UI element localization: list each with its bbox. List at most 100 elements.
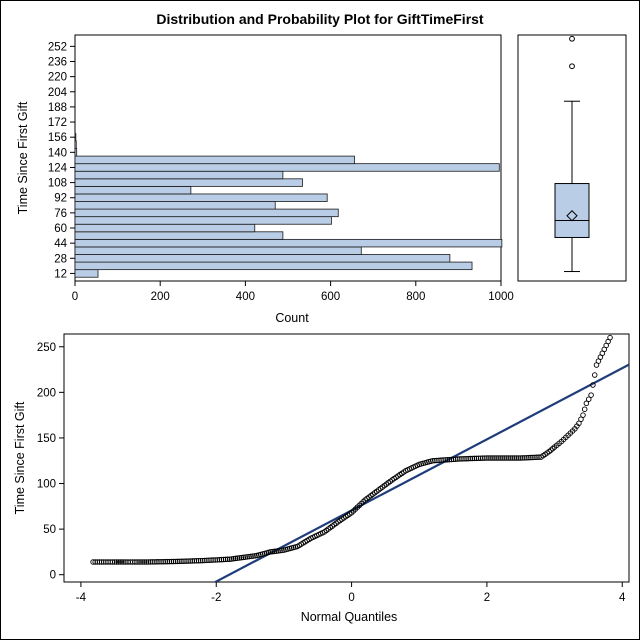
qq-point [510,455,516,461]
figure-title: Distribution and Probability Plot for Gi… [156,11,484,27]
qq-point [607,334,613,341]
qq-point [514,455,520,461]
qq-point [242,554,248,560]
histogram-bar [74,238,503,248]
qq-point [246,553,252,560]
qq-x-tick-label: 4 [619,592,626,604]
boxplot-outlier [569,35,575,42]
histogram-y-tick-label: 140 [48,147,67,159]
qq-point [520,455,526,461]
histogram-bar [74,246,362,255]
qq-point [498,455,504,461]
qq-point [522,455,528,461]
qq-y-tick-label: 100 [37,479,56,491]
histogram-x-tick-label: 1000 [488,291,514,303]
histogram-y-tick-label: 92 [54,193,67,205]
qq-point [224,556,231,563]
histogram-bar [74,163,500,172]
histogram-x-tick-label: 0 [72,291,78,303]
boxplot-outlier [569,63,575,70]
histogram-y-tick-label: 124 [48,162,68,174]
histogram-y-tick-label: 28 [54,253,67,265]
histogram-panel: Count Time Since First Gift 12 28 44 60 76 92… [16,34,514,325]
qq-point [517,455,524,461]
qq-point [528,454,534,461]
histogram-x-tick-label: 800 [406,291,425,303]
qq-point [583,400,590,407]
histogram-x-tick-label: 600 [321,291,340,303]
qq-point [267,549,274,555]
qq-point [143,559,150,565]
qq-point [136,559,142,565]
qq-point [232,555,239,562]
qq-point [591,372,598,378]
qq-point [490,455,496,461]
qq-y-tick-label: 200 [37,387,56,399]
qq-plot-frame [63,333,630,583]
boxplot-mean-marker [566,210,578,222]
qq-plot-panel: Normal Quantiles Time Since First Gift -… [13,333,630,624]
qq-point [502,455,508,461]
qq-point [236,555,243,561]
qq-point [500,455,506,461]
qq-point [271,548,277,555]
histogram-bar [74,193,328,202]
histogram-bar [74,155,355,165]
histogram-bar [74,231,284,240]
qq-x-tick-label: 0 [348,592,354,604]
qq-point [581,406,588,412]
qq-point [109,559,116,565]
qq-point [134,559,140,565]
histogram-bar [74,269,99,278]
qq-point [534,454,540,461]
qq-y-tick-label: 150 [37,433,56,445]
histogram-y-tick-label: 188 [48,102,67,114]
qq-point [580,412,586,418]
qq-x-axis-label: Normal Quantiles [301,610,398,624]
histogram-bar [74,261,473,271]
histogram-bar [74,216,332,225]
qq-point [585,396,592,402]
histogram-y-tick-label: 220 [48,72,67,84]
histogram-y-tick-label: 44 [54,238,67,250]
qq-point [482,455,488,461]
qq-point [484,455,490,461]
qq-point [142,559,148,565]
qq-point [115,559,122,565]
histogram-y-axis-label: Time Since First Gift [16,101,30,214]
qq-point [508,455,514,461]
histogram-y-tick-label: 12 [54,268,67,280]
qq-point [494,455,500,461]
histogram-bar [74,132,77,142]
histogram-bar [74,148,78,157]
histogram-y-tick-label: 172 [48,117,67,129]
histogram-y-tick-label: 60 [54,223,67,235]
histogram-x-tick-label: 200 [151,291,170,303]
qq-point [275,548,281,554]
qq-point [532,454,538,461]
qq-point [504,455,510,461]
qq-x-tick-label: -4 [76,592,87,604]
qq-point [590,382,596,388]
qq-point [530,454,536,461]
qq-point [238,554,245,561]
qq-point [269,548,276,555]
qq-point [277,547,283,554]
qq-point [250,553,256,559]
histogram-x-tick-label: 400 [236,291,255,303]
qq-point [228,556,235,562]
boxplot-frame [517,34,627,282]
qq-point [230,555,237,562]
histogram-bar [74,140,77,149]
qq-point [279,547,285,554]
qq-point [252,553,258,559]
qq-point [492,455,498,461]
qq-point [111,559,118,565]
qq-point [486,455,492,461]
qq-point [244,554,250,560]
histogram-bar [74,178,303,187]
histogram-bar [74,254,451,263]
qq-point [138,559,144,565]
qq-y-axis-label: Time Since First Gift [13,401,27,514]
qq-point [512,455,518,461]
